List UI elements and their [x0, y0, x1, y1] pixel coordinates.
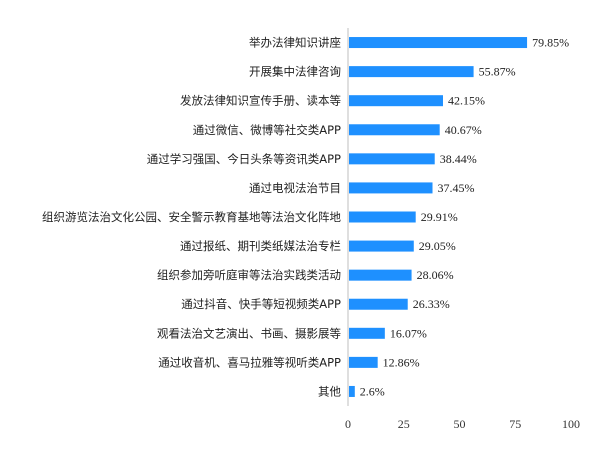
category-label-4: 通过学习强国、今日头条等资讯类APP — [147, 152, 341, 166]
value-label-10: 16.07% — [390, 326, 427, 340]
category-label-7: 通过报纸、期刊类纸媒法治专栏 — [180, 239, 341, 253]
bar-0 — [349, 37, 528, 49]
bar-4 — [349, 153, 435, 165]
x-tick-label-3: 75 — [509, 417, 521, 431]
bar-6 — [349, 211, 416, 223]
category-label-5: 通过电视法治节目 — [249, 181, 341, 195]
value-label-6: 29.91% — [421, 210, 458, 224]
value-label-3: 40.67% — [445, 123, 482, 137]
value-label-4: 38.44% — [440, 152, 477, 166]
x-tick-label-1: 25 — [398, 417, 410, 431]
value-label-1: 55.87% — [479, 65, 516, 79]
category-label-9: 通过抖音、快手等短视频类APP — [181, 297, 341, 311]
bar-8 — [349, 269, 412, 281]
bar-2 — [349, 95, 443, 107]
bars-layer: 举办法律知识讲座 79.85% 开展集中法律咨询 55.87% 发放法律知识宣传手册、读… — [42, 36, 569, 399]
value-label-12: 2.6% — [360, 384, 385, 398]
category-label-0: 举办法律知识讲座 — [249, 36, 341, 50]
value-label-11: 12.86% — [383, 355, 420, 369]
value-label-5: 37.45% — [438, 181, 475, 195]
bar-12 — [349, 385, 355, 397]
category-label-12: 其他 — [318, 384, 341, 398]
value-label-0: 79.85% — [532, 36, 569, 50]
bar-1 — [349, 66, 474, 78]
category-label-11: 通过收音机、喜马拉雅等视听类APP — [158, 355, 341, 369]
bar-3 — [349, 124, 440, 136]
bar-11 — [349, 356, 378, 368]
x-tick-label-4: 100 — [562, 417, 580, 431]
bar-5 — [349, 182, 433, 194]
bar-9 — [349, 298, 408, 310]
x-axis-ticks: 0 25 50 75 100 — [345, 417, 580, 431]
value-label-9: 26.33% — [413, 297, 450, 311]
bar-10 — [349, 327, 385, 339]
x-tick-label-0: 0 — [345, 417, 351, 431]
category-label-6: 组织游览法治文化公园、安全警示教育基地等法治文化阵地 — [42, 210, 341, 224]
category-label-1: 开展集中法律咨询 — [249, 65, 341, 79]
value-label-7: 29.05% — [419, 239, 456, 253]
value-label-8: 28.06% — [417, 268, 454, 282]
category-label-10: 观看法治文艺演出、书画、摄影展等 — [157, 326, 341, 340]
category-label-8: 组织参加旁听庭审等法治实践类活动 — [157, 268, 341, 282]
category-label-2: 发放法律知识宣传手册、读本等 — [180, 94, 341, 108]
bar-7 — [349, 240, 414, 252]
value-label-2: 42.15% — [448, 94, 485, 108]
x-tick-label-2: 50 — [454, 417, 466, 431]
category-label-3: 通过微信、微博等社交类APP — [193, 123, 341, 137]
